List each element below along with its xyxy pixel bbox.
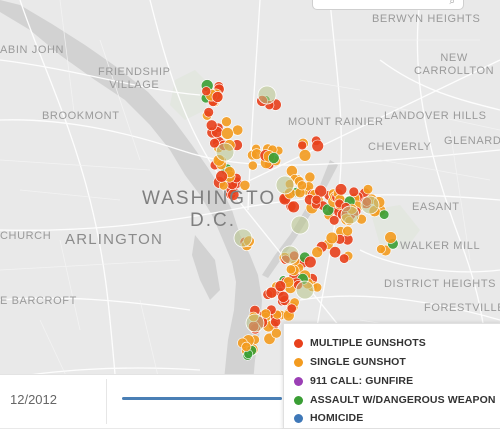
park xyxy=(170,70,210,120)
place-berwyn-heights: BERWYN HEIGHTS xyxy=(372,13,481,25)
incident-marker[interactable] xyxy=(215,170,228,183)
legend: MULTIPLE GUNSHOTS SINGLE GUNSHOT 911 CAL… xyxy=(283,323,500,429)
place-district-heights: DISTRICT HEIGHTS xyxy=(384,278,497,290)
incident-marker[interactable] xyxy=(362,184,374,195)
legend-item-assault[interactable]: ASSAULT W/DANGEROUS WEAPON xyxy=(294,393,496,407)
incident-marker[interactable] xyxy=(298,149,312,162)
incident-marker[interactable] xyxy=(314,184,328,198)
incident-marker[interactable] xyxy=(339,253,350,264)
incident-marker[interactable] xyxy=(304,255,317,269)
incident-marker[interactable] xyxy=(271,327,282,339)
incident-marker[interactable] xyxy=(221,127,234,140)
place-glenarden: GLENARDE xyxy=(444,135,500,147)
incident-marker[interactable] xyxy=(241,341,252,352)
incident-marker[interactable] xyxy=(221,116,232,127)
incident-cluster-marker[interactable] xyxy=(360,195,380,215)
incident-marker[interactable] xyxy=(265,286,278,299)
place-new-carrollton: NEW CARROLLTON xyxy=(414,52,495,77)
incident-marker[interactable] xyxy=(379,209,390,220)
place-forestville: FORESTVILLE xyxy=(424,302,500,314)
incident-cluster-marker[interactable] xyxy=(295,280,315,300)
911-call-dot-icon xyxy=(294,376,303,386)
incident-marker[interactable] xyxy=(311,194,322,205)
incident-cluster-marker[interactable] xyxy=(275,175,295,195)
river-channel xyxy=(192,235,220,300)
incident-marker[interactable] xyxy=(205,119,218,132)
incident-marker[interactable] xyxy=(277,290,290,303)
place-dc: D.C. xyxy=(190,210,236,231)
incident-cluster-marker[interactable] xyxy=(340,205,360,225)
incident-marker[interactable] xyxy=(201,86,212,97)
incident-marker[interactable] xyxy=(376,244,386,254)
incident-marker[interactable] xyxy=(304,171,316,183)
legend-item-multiple-gunshots[interactable]: MULTIPLE GUNSHOTS xyxy=(294,336,426,350)
incident-marker[interactable] xyxy=(286,303,297,314)
timeline-slider[interactable] xyxy=(122,397,282,400)
place-arlington: ARLINGTON xyxy=(65,231,164,248)
incident-marker[interactable] xyxy=(285,264,296,275)
place-barcroft: E BARCROFT xyxy=(0,295,77,307)
timeline-date: 12/2012 xyxy=(10,392,57,407)
incident-marker[interactable] xyxy=(342,225,353,237)
search-box[interactable]: ⌕ xyxy=(312,0,464,10)
incident-marker[interactable] xyxy=(203,107,214,118)
incident-marker[interactable] xyxy=(260,308,271,319)
multiple-gunshots-dot-icon xyxy=(294,338,303,348)
incident-marker[interactable] xyxy=(348,186,359,198)
incident-cluster-marker[interactable] xyxy=(290,215,310,235)
incident-marker[interactable] xyxy=(297,140,308,151)
incident-cluster-marker[interactable] xyxy=(245,313,265,333)
incident-markers xyxy=(200,79,399,361)
place-brookmont: BROOKMONT xyxy=(42,110,120,122)
place-washington: WASHINGTO xyxy=(142,188,277,209)
incident-cluster-marker[interactable] xyxy=(215,142,235,162)
incident-marker[interactable] xyxy=(311,139,324,153)
legend-item-911-call-gunfire[interactable]: 911 CALL: GUNFIRE xyxy=(294,374,413,388)
incident-marker[interactable] xyxy=(384,231,397,244)
legend-label: SINGLE GUNSHOT xyxy=(310,356,406,368)
incident-cluster-marker[interactable] xyxy=(257,85,277,105)
single-gunshot-dot-icon xyxy=(294,357,303,367)
legend-label: MULTIPLE GUNSHOTS xyxy=(310,337,426,349)
place-cheverly: CHEVERLY xyxy=(368,141,432,153)
incident-marker[interactable] xyxy=(239,179,251,191)
assault-dot-icon xyxy=(294,395,303,405)
timeline-bar: 12/2012 xyxy=(0,374,290,428)
incident-marker[interactable] xyxy=(211,91,224,103)
incident-marker[interactable] xyxy=(325,231,339,245)
place-mount-rainier: MOUNT RAINIER xyxy=(288,116,384,128)
incident-marker[interactable] xyxy=(334,183,348,196)
incident-marker[interactable] xyxy=(209,138,220,149)
place-landover-hills: LANDOVER HILLS xyxy=(384,110,487,122)
incident-marker[interactable] xyxy=(329,215,340,226)
incident-marker[interactable] xyxy=(267,152,280,164)
incident-marker[interactable] xyxy=(287,200,300,214)
legend-item-homicide[interactable]: HOMICIDE xyxy=(294,411,363,425)
timeline-divider xyxy=(106,379,107,424)
incident-marker[interactable] xyxy=(311,246,324,258)
incident-cluster-marker[interactable] xyxy=(233,228,253,248)
legend-label: HOMICIDE xyxy=(310,412,364,424)
incident-marker[interactable] xyxy=(247,160,258,171)
place-church: CHURCH xyxy=(0,230,52,242)
incident-marker[interactable] xyxy=(329,246,342,259)
legend-label: ASSAULT W/DANGEROUS WEAPON xyxy=(310,394,496,406)
legend-label: 911 CALL: GUNFIRE xyxy=(310,375,414,387)
incident-marker[interactable] xyxy=(296,180,307,191)
place-friendship-village: FRIENDSHIP VILLAGE xyxy=(98,66,171,91)
incident-marker[interactable] xyxy=(274,280,287,292)
incident-marker[interactable] xyxy=(232,124,244,136)
search-icon: ⌕ xyxy=(449,0,455,7)
incident-cluster-marker[interactable] xyxy=(280,245,300,265)
place-cabin-john: ABIN JOHN xyxy=(0,44,65,56)
place-pleasant: EASANT xyxy=(412,201,460,213)
homicide-dot-icon xyxy=(294,413,303,423)
place-walker-mill: WALKER MILL xyxy=(400,240,481,252)
legend-item-single-gunshot[interactable]: SINGLE GUNSHOT xyxy=(294,355,406,369)
